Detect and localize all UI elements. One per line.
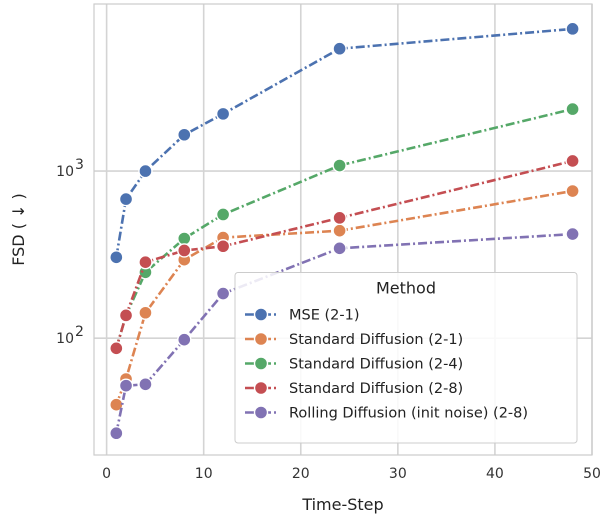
data-point [565, 101, 580, 117]
plot-frame [93, 3, 593, 456]
x-tick-labels: 0 10 20 30 40 50 [102, 466, 600, 482]
data-point [138, 377, 153, 392]
legend-label: MSE (2-1) [289, 308, 359, 324]
legend: Method MSE (2-1) Standard Diffusion (2-1)… [234, 272, 578, 444]
data-point [138, 163, 153, 179]
series-5 [109, 226, 580, 441]
data-point [118, 308, 134, 323]
data-point [138, 305, 153, 320]
legend-entry: MSE (2-1) [245, 307, 359, 324]
y-tick-base: 10 [56, 331, 74, 347]
y-tick-exponent: 3 [75, 157, 84, 173]
data-point [109, 341, 124, 356]
data-point [332, 210, 347, 226]
legend-marker [253, 380, 269, 396]
data-point [177, 231, 192, 246]
x-tick-label: 50 [583, 466, 600, 482]
x-tick-label: 40 [486, 466, 504, 482]
data-point [215, 286, 231, 301]
legend-title: Method [376, 279, 436, 298]
data-point [109, 426, 124, 441]
legend-entry: Standard Diffusion (2-4) [245, 356, 463, 373]
y-axis-title: FSD ( ↓ ) [9, 193, 28, 266]
legend-label: Rolling Diffusion (init noise) (2-8) [289, 406, 528, 422]
data-point [118, 191, 134, 207]
legend-marker [253, 405, 269, 420]
data-point [215, 106, 231, 122]
series-1 [109, 21, 580, 265]
legend-label: Standard Diffusion (2-8) [289, 381, 463, 397]
data-point [332, 223, 347, 238]
x-tick-label: 0 [102, 466, 111, 482]
legend-marker [253, 356, 269, 371]
data-point [332, 241, 347, 256]
legend-label: Standard Diffusion (2-4) [289, 357, 463, 373]
data-point [332, 158, 347, 173]
data-point [565, 226, 580, 242]
data-point [138, 254, 153, 270]
data-point [215, 207, 231, 222]
legend-entry: Standard Diffusion (2-1) [245, 331, 463, 348]
data-point [215, 239, 231, 254]
y-tick-exponent: 2 [75, 324, 84, 340]
x-tick-label: 10 [195, 466, 213, 482]
x-tick-label: 20 [292, 466, 310, 482]
legend-entry: Rolling Diffusion (init noise) (2-8) [245, 405, 528, 422]
data-point [565, 21, 580, 37]
y-tick-label: 10 3 [56, 157, 84, 180]
x-axis-title: Time-Step [301, 495, 383, 514]
data-point [177, 243, 192, 258]
data-point [332, 41, 347, 56]
data-point [109, 250, 124, 265]
data-point [177, 127, 192, 142]
data-series [109, 21, 580, 441]
legend-box [234, 272, 578, 444]
legend-entries: MSE (2-1) Standard Diffusion (2-1) Standar… [245, 307, 528, 422]
y-tick-base: 10 [56, 164, 74, 180]
legend-marker [253, 307, 269, 322]
data-point [565, 153, 580, 169]
legend-entry: Standard Diffusion (2-8) [245, 380, 463, 397]
data-point [118, 378, 134, 393]
legend-marker [253, 331, 269, 347]
legend-label: Standard Diffusion (2-1) [289, 332, 463, 348]
y-tick-label: 10 2 [56, 324, 84, 347]
series-4 [109, 153, 580, 356]
data-point [565, 183, 580, 199]
data-point [177, 332, 192, 347]
x-tick-label: 30 [389, 466, 407, 482]
